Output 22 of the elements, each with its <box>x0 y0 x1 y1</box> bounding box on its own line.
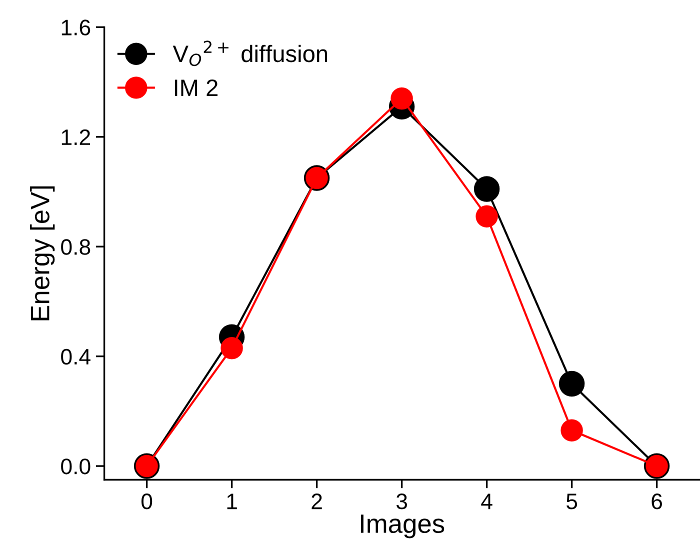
y-axis-title: Energy [eV] <box>30 186 55 320</box>
y-tick-label: 1.6 <box>62 20 90 36</box>
point <box>390 87 413 110</box>
y-tick-label: 0.8 <box>61 239 90 255</box>
point <box>476 205 498 228</box>
x-tick-label: 6 <box>652 494 662 510</box>
x-tick-label: 2 <box>312 494 322 510</box>
y-tick-label: 0.4 <box>61 348 90 365</box>
x-axis-title: Images <box>360 514 444 538</box>
point <box>560 419 583 442</box>
x-tick-label: 1 <box>227 494 237 510</box>
x-tick-label: 0 <box>141 494 152 510</box>
x-tick-label: 5 <box>566 494 578 510</box>
point <box>558 370 585 397</box>
x-tick-label: 4 <box>481 494 492 510</box>
y-tick-label: 0.0 <box>61 458 90 474</box>
point <box>220 336 243 360</box>
x-tick-label: 3 <box>396 494 408 510</box>
point <box>474 176 500 202</box>
y-tick-label: 1.2 <box>62 129 90 145</box>
legend-label: IM 2 <box>174 79 218 96</box>
legend-label: V$_{O}$$^{2+}$ diffusion <box>172 40 328 66</box>
